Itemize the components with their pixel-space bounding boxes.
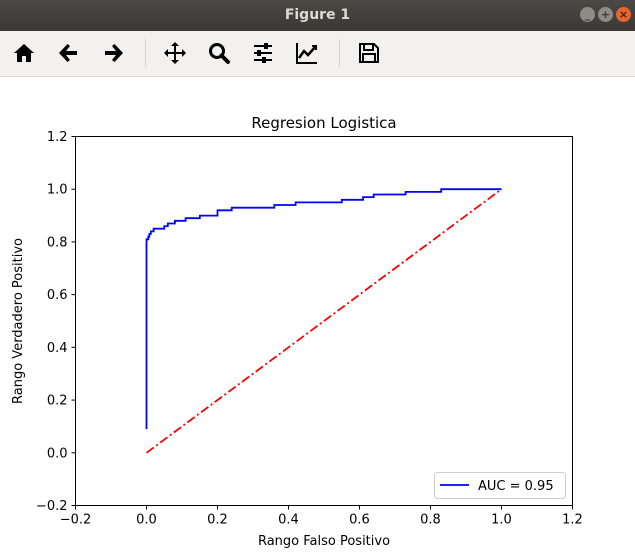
x-tick-label: 1.0 [491,513,512,528]
x-axis-ticks: −0.2 0.0 0.2 0.4 0.6 0.8 1.0 1.2 [60,505,583,528]
x-tick-label: 0.4 [278,513,299,528]
y-tick-label: 1.2 [47,130,68,145]
y-tick-label: 0.6 [47,288,68,303]
zoom-magnifier-icon[interactable] [205,39,233,67]
maximize-button[interactable]: + [598,7,613,22]
plot-lines [145,188,503,454]
y-tick-label: −0.2 [36,499,68,514]
y-tick-label: 0.2 [47,394,68,409]
y-axis-ticks: −0.2 0.0 0.2 0.4 0.6 0.8 1.0 1.2 [36,130,76,514]
roc-curve-line [145,188,502,430]
close-button[interactable]: × [616,7,631,22]
x-tick-label: 0.6 [349,513,370,528]
window-controls: _ + × [580,7,631,22]
legend-box [434,472,566,499]
pan-move-icon[interactable] [161,39,189,67]
window-titlebar: Figure 1 _ + × [0,0,635,31]
x-tick-label: 0.2 [207,513,228,528]
roc-chart: Regresion Logistica −0.2 0.0 0.2 0.4 0.6 0.8 1… [11,114,583,549]
y-tick-label: 0.8 [47,235,68,250]
legend-entry: AUC = 0.95 [478,479,554,494]
minimize-button[interactable]: _ [580,7,595,22]
x-axis-label: Rango Falso Positivo [258,534,390,549]
edit-axes-icon[interactable] [293,39,321,67]
subplots-config-icon[interactable] [249,39,277,67]
chart-title: Regresion Logistica [251,114,396,132]
chance-diagonal-line [145,188,503,454]
y-tick-label: 1.0 [47,183,68,198]
x-tick-label: 1.2 [562,513,583,528]
legend: AUC = 0.95 [434,472,566,499]
y-tick-label: 0.0 [47,446,68,461]
figure-canvas[interactable]: Regresion Logistica −0.2 0.0 0.2 0.4 0.6 0.8 1… [0,77,635,554]
x-tick-label: −0.2 [60,513,92,528]
toolbar-separator [339,39,340,67]
y-tick-label: 0.4 [47,341,68,356]
back-arrow-icon[interactable] [55,39,83,67]
home-icon[interactable] [10,39,38,67]
x-tick-label: 0.0 [136,513,157,528]
forward-arrow-icon[interactable] [99,39,127,67]
axes-frame [75,136,573,506]
matplotlib-toolbar [0,31,635,77]
x-tick-label: 0.8 [420,513,441,528]
toolbar-separator [145,39,146,67]
window-title: Figure 1 [284,7,351,23]
y-axis-label: Rango Verdadero Positivo [11,238,26,404]
save-floppy-icon[interactable] [355,39,383,67]
